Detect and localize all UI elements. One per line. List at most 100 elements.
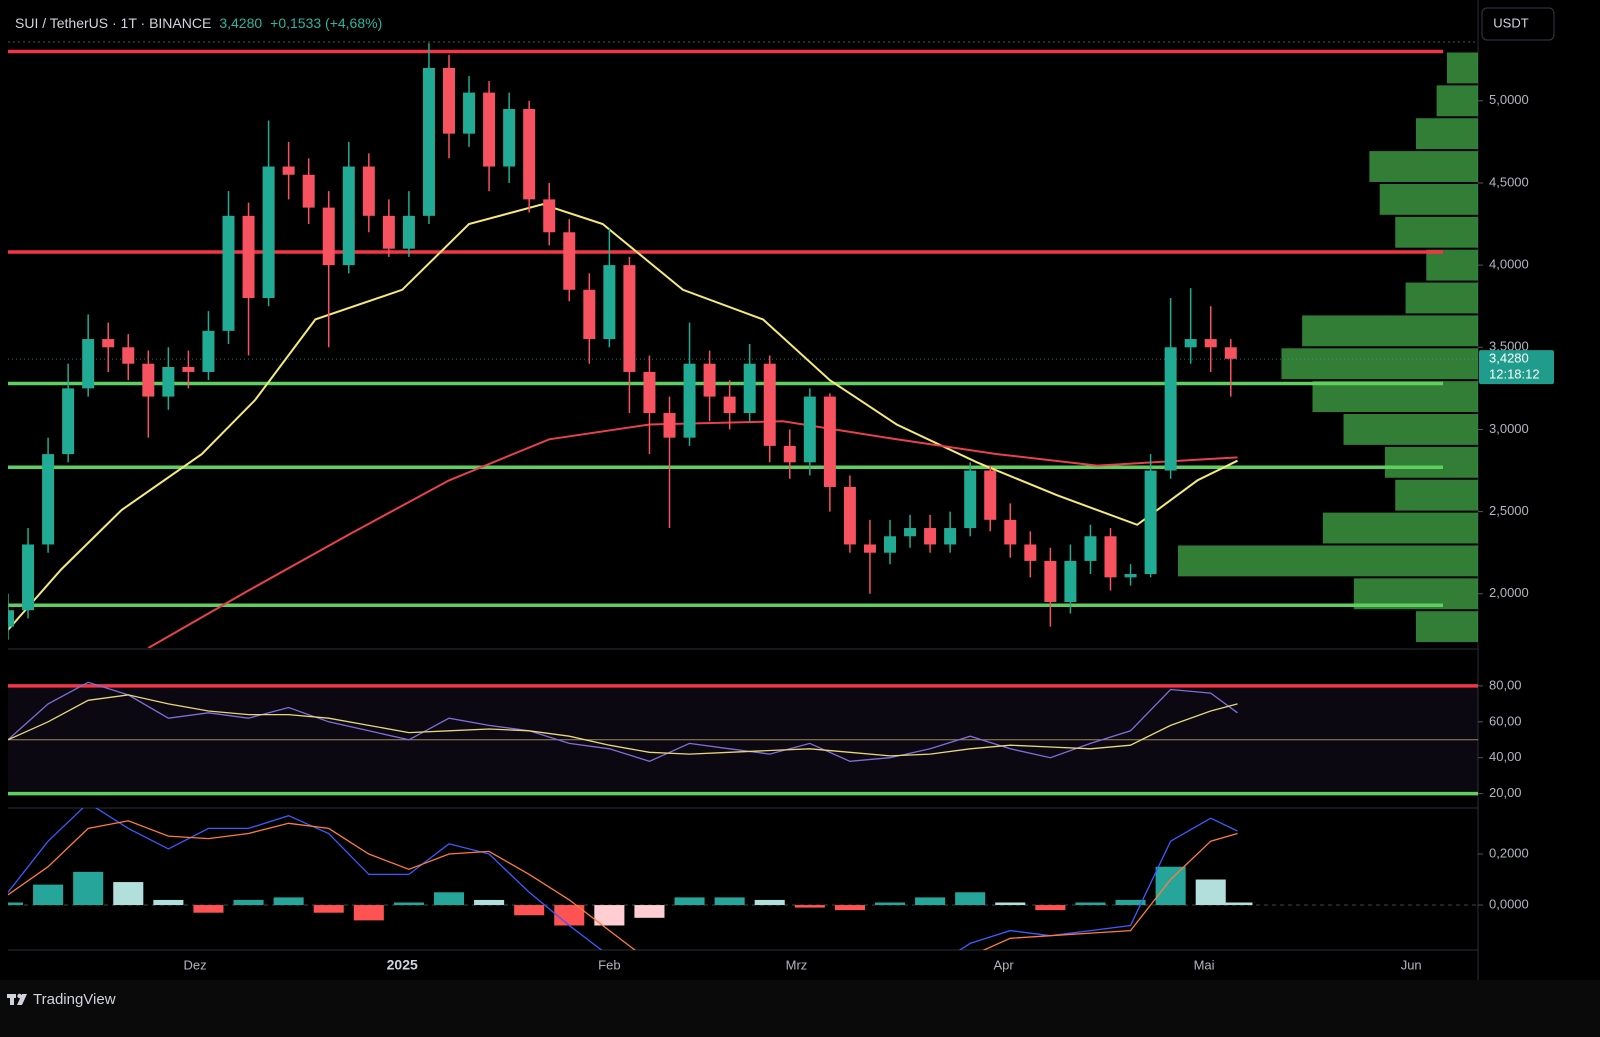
- candle-body: [8, 610, 14, 627]
- candle-body: [1064, 560, 1077, 602]
- candle-body: [1024, 544, 1037, 561]
- volume-profile-bar: [1302, 315, 1478, 347]
- indicator-line: [8, 203, 1238, 631]
- x-tick-label: Dez: [184, 957, 207, 972]
- candle-body: [202, 330, 215, 372]
- y-tick-label: 0,0000: [1489, 896, 1529, 911]
- candle-body: [1084, 536, 1097, 561]
- candle-body: [603, 265, 616, 340]
- volume-profile-bar: [1405, 282, 1478, 314]
- candle-body: [443, 67, 455, 134]
- histogram-bar: [474, 899, 505, 906]
- candle-body: [803, 396, 816, 463]
- volume-profile-bar: [1343, 414, 1478, 445]
- candle-body: [964, 470, 977, 529]
- candle-body: [1104, 536, 1117, 578]
- candle-body: [82, 339, 95, 389]
- y-tick-label: 20,00: [1489, 785, 1522, 800]
- indicator-line: [8, 820, 1238, 950]
- candle-body: [342, 166, 355, 266]
- brand-logo: [7, 993, 27, 1005]
- volume-profile-bar: [1395, 479, 1478, 511]
- histogram-bar: [33, 884, 64, 906]
- histogram-bar: [834, 905, 865, 911]
- candle-body: [523, 109, 536, 200]
- candle-body: [863, 544, 876, 553]
- candle-body: [483, 92, 496, 167]
- x-tick-label: Feb: [598, 957, 620, 972]
- histogram-bar: [1195, 879, 1226, 906]
- candle-body: [262, 166, 275, 298]
- candle-body: [62, 388, 75, 455]
- volume-profile-bar: [1395, 216, 1478, 248]
- currency-button[interactable]: [1481, 7, 1555, 41]
- candle-body: [763, 363, 776, 446]
- x-tick-label: Jun: [1401, 957, 1422, 972]
- y-tick-label: 60,00: [1489, 713, 1522, 728]
- currency-label[interactable]: USDT: [1493, 15, 1528, 30]
- indicator-line: [8, 808, 1238, 950]
- indicator-line: [8, 681, 1238, 762]
- candle-body: [984, 470, 997, 520]
- histogram-bar: [153, 899, 184, 906]
- footer: [0, 980, 1600, 1037]
- histogram-bar: [273, 897, 304, 906]
- histogram-bar: [233, 899, 264, 906]
- candle-body: [783, 445, 796, 463]
- candle-body: [703, 363, 716, 397]
- histogram-bar: [73, 871, 104, 906]
- histogram-bar: [554, 905, 585, 926]
- candle-body: [583, 289, 596, 340]
- y-tick-label: 40,00: [1489, 749, 1522, 764]
- histogram-bar: [8, 902, 24, 906]
- candle-body: [884, 536, 896, 553]
- indicator-line: [8, 694, 1238, 757]
- volume-profile-bar: [1415, 118, 1478, 150]
- candle-body: [543, 199, 556, 233]
- candle-body: [904, 528, 917, 537]
- histogram-bar: [433, 892, 465, 906]
- candle-body: [162, 367, 175, 397]
- candle-body: [42, 454, 55, 545]
- x-tick-label: Mai: [1194, 957, 1215, 972]
- x-tick-label: Apr: [993, 957, 1014, 972]
- last-price-label: 3,4280: [1489, 351, 1529, 366]
- pane: [8, 43, 1478, 648]
- last-price-badge: [1479, 350, 1554, 385]
- candle-body: [663, 413, 676, 438]
- volume-profile-bar: [1446, 52, 1478, 84]
- histogram-bar: [955, 892, 986, 906]
- candle-body: [362, 166, 375, 216]
- brand: TradingView: [33, 991, 116, 1008]
- histogram-bar: [1115, 899, 1146, 906]
- histogram-bar: [714, 897, 745, 906]
- histogram-bar: [393, 902, 424, 906]
- histogram-bar: [1222, 902, 1253, 906]
- histogram-bar: [193, 905, 224, 913]
- price: 3,4280: [219, 15, 263, 31]
- y-tick-label: 4,5000: [1489, 174, 1529, 189]
- volume-profile-bar: [1379, 183, 1478, 215]
- candle-body: [1224, 347, 1237, 359]
- x-tick-label: 2025: [387, 957, 418, 973]
- candle-body: [422, 67, 435, 216]
- candle-body: [924, 528, 937, 545]
- candle-body: [122, 347, 135, 364]
- candle-body: [222, 215, 235, 331]
- y-tick-label: 0,2000: [1489, 845, 1529, 860]
- candle-body: [463, 92, 476, 134]
- histogram-bar: [915, 897, 946, 906]
- histogram-bar: [594, 905, 625, 926]
- histogram-bar: [754, 899, 785, 906]
- y-tick-label: 5,0000: [1489, 92, 1529, 107]
- candle-body: [843, 486, 856, 545]
- candle-body: [182, 367, 195, 372]
- candle-body: [22, 544, 35, 611]
- candle-body: [643, 371, 656, 414]
- volume-profile-bar: [1436, 85, 1478, 117]
- y-tick-label: 2,0000: [1489, 585, 1529, 600]
- y-tick-label: 3,5000: [1489, 339, 1529, 354]
- y-tick-label: 4,0000: [1489, 257, 1529, 272]
- y-tick-label: 3,0000: [1489, 421, 1529, 436]
